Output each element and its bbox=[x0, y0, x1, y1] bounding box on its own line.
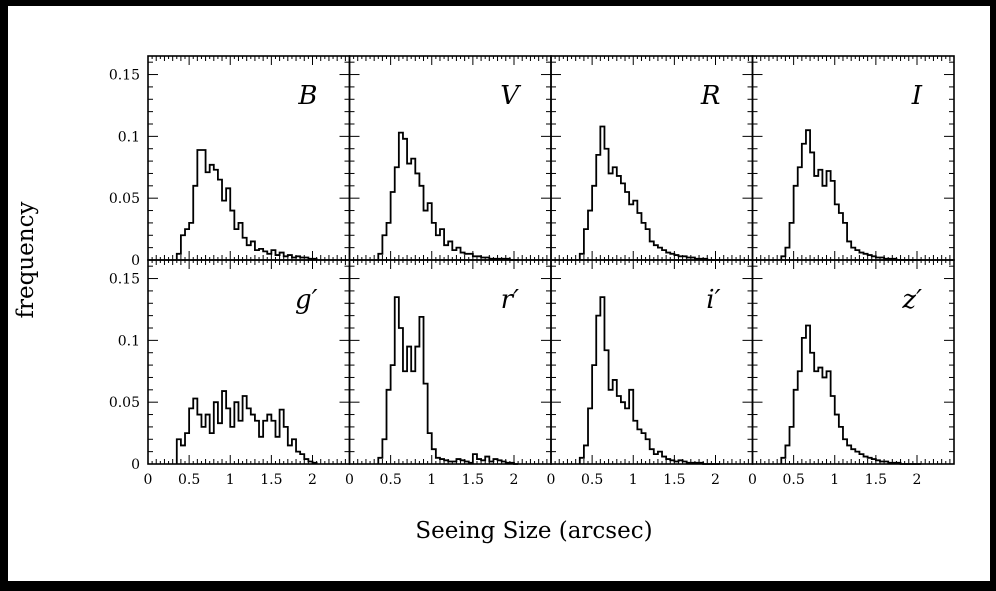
panel-frame bbox=[550, 259, 754, 465]
band-label: r′ bbox=[501, 285, 519, 315]
x-tick-label: 0 bbox=[345, 472, 354, 488]
panel-7: i′ 0 0.5 1 1.5 2 bbox=[547, 259, 754, 488]
panel-2: V bbox=[348, 55, 552, 261]
x-tick-label: 0.5 bbox=[782, 472, 804, 488]
x-tick-label: 2 bbox=[308, 472, 317, 488]
panel-frame bbox=[751, 55, 955, 261]
band-label: R bbox=[700, 81, 721, 111]
x-tick-label: 2 bbox=[711, 472, 720, 488]
histogram-series-3 bbox=[578, 125, 720, 261]
x-tick-label: 0 bbox=[144, 472, 153, 488]
band-label: z′ bbox=[901, 285, 922, 315]
panel-frame bbox=[550, 55, 754, 261]
histogram-series-2 bbox=[377, 131, 519, 261]
y-tick-label: 0.05 bbox=[109, 191, 140, 207]
x-tick-label: 1.5 bbox=[462, 472, 484, 488]
y-tick-label: 0.15 bbox=[109, 68, 140, 84]
band-label: g′ bbox=[295, 285, 318, 315]
x-tick-label: 0.5 bbox=[379, 472, 401, 488]
band-label: I bbox=[911, 81, 923, 111]
x-tick-label: 0 bbox=[748, 472, 757, 488]
histogram-series-1 bbox=[175, 149, 318, 260]
y-tick-label: 0 bbox=[131, 457, 140, 473]
x-tick-label: 1 bbox=[629, 472, 638, 488]
y-tick-label: 0.1 bbox=[118, 333, 140, 349]
band-label: B bbox=[297, 81, 317, 111]
y-axis-label: frequency bbox=[13, 202, 39, 319]
x-axis-label: Seeing Size (arcsec) bbox=[415, 518, 652, 544]
y-tick-label: 0.1 bbox=[118, 129, 140, 145]
band-label: i′ bbox=[706, 285, 720, 315]
panel-frame bbox=[348, 55, 552, 261]
panel-frame bbox=[751, 259, 955, 465]
x-tick-label: 2 bbox=[913, 472, 922, 488]
x-tick-label: 1.5 bbox=[260, 472, 282, 488]
panel-4: I bbox=[751, 55, 955, 261]
x-tick-label: 1 bbox=[830, 472, 839, 488]
panel-1: B 0 0.05 0.1 0.15 bbox=[109, 55, 351, 269]
x-tick-label: 1 bbox=[226, 472, 235, 488]
x-tick-label: 1.5 bbox=[663, 472, 685, 488]
x-tick-label: 0 bbox=[547, 472, 556, 488]
band-label: V bbox=[500, 81, 521, 111]
y-tick-label: 0.15 bbox=[109, 272, 140, 288]
histogram-grid: B 0 0.05 0.1 0.15 V R Ig′ 0 0.5 1 1.5 2 0 0.05 0.1 0.15 r… bbox=[13, 55, 955, 544]
histogram-series-7 bbox=[578, 296, 720, 465]
x-tick-label: 1 bbox=[427, 472, 436, 488]
panel-frame bbox=[147, 259, 351, 465]
panel-3: R bbox=[550, 55, 754, 261]
x-tick-label: 2 bbox=[510, 472, 519, 488]
panel-6: r′ 0 0.5 1 1.5 2 bbox=[345, 259, 552, 488]
histogram-series-6 bbox=[377, 296, 519, 465]
x-tick-label: 1.5 bbox=[865, 472, 887, 488]
histogram-series-5 bbox=[175, 390, 318, 464]
panels-group: B 0 0.05 0.1 0.15 V R Ig′ 0 0.5 1 1.5 2 0 0.05 0.1 0.15 r… bbox=[109, 55, 955, 488]
histogram-series-8 bbox=[780, 324, 922, 465]
panel-8: z′ 0 0.5 1 1.5 2 bbox=[748, 259, 955, 488]
x-tick-label: 0.5 bbox=[581, 472, 603, 488]
panel-frame bbox=[147, 55, 351, 261]
panel-5: g′ 0 0.5 1 1.5 2 0 0.05 0.1 0.15 bbox=[109, 259, 351, 488]
y-tick-label: 0 bbox=[131, 253, 140, 269]
x-tick-label: 0.5 bbox=[178, 472, 200, 488]
histogram-series-4 bbox=[780, 129, 922, 261]
panel-frame bbox=[348, 259, 552, 465]
y-tick-label: 0.05 bbox=[109, 395, 140, 411]
